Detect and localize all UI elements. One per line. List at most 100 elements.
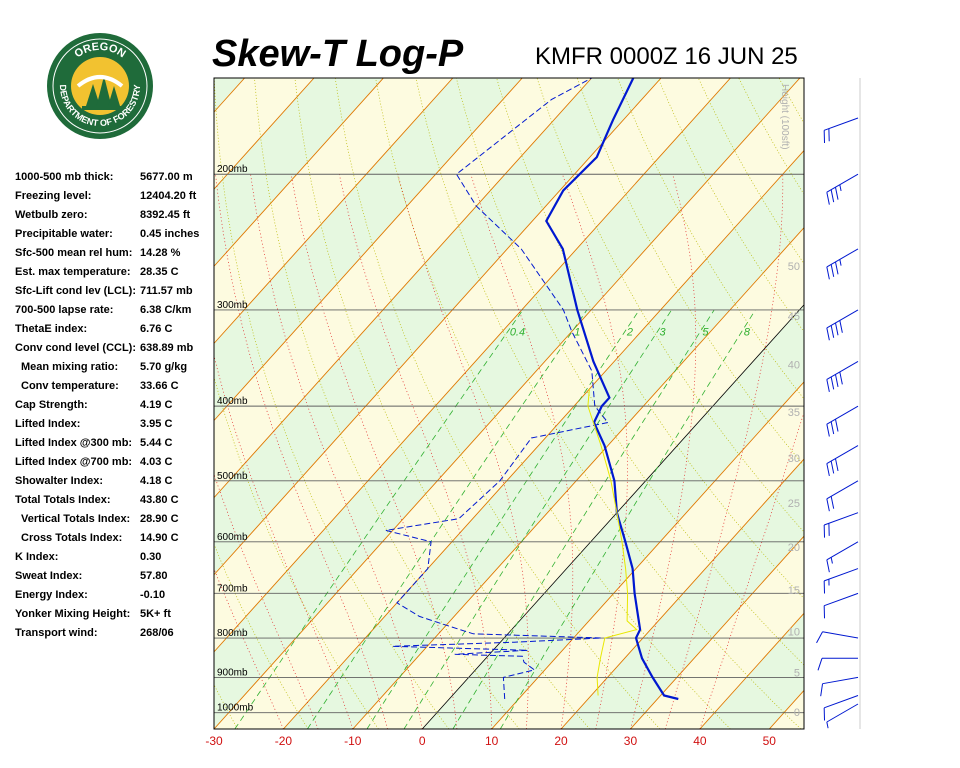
height-tick-label: 40 (788, 360, 800, 372)
wind-barb-half-flag (830, 557, 833, 564)
wind-barb-staff (826, 405, 859, 425)
index-value: 43.80 C (140, 494, 179, 506)
mixing-ratio-line (234, 309, 524, 729)
wind-barb-flag (839, 371, 843, 385)
index-row: Lifted Index: 3.95 C (15, 415, 215, 434)
wind-barb-flag (834, 261, 839, 275)
wind-barb-flag (826, 424, 830, 437)
index-value: -0.10 (140, 589, 166, 601)
height-tick-label: 35 (788, 407, 800, 419)
moist-adiabat-line (338, 174, 492, 729)
temperature-tick-label: 10 (485, 734, 499, 748)
wind-barb-flag (830, 189, 835, 203)
index-value: 5.44 C (140, 437, 173, 449)
index-value: 6.76 C (140, 323, 173, 335)
pressure-level-label: 200mb (217, 164, 248, 175)
index-value: 268/06 (140, 627, 174, 639)
index-label: Lifted Index: (15, 418, 81, 430)
moist-adiabat-line (630, 174, 697, 729)
temperature-band (214, 78, 804, 729)
index-value: 57.80 (140, 570, 168, 582)
index-value: 12404.20 ft (140, 190, 197, 202)
wind-barb-flag (830, 460, 835, 474)
isotherm-line (699, 612, 804, 729)
wind-barb-staff (824, 695, 859, 709)
index-value: 638.89 mb (140, 342, 194, 354)
isotherm-line (214, 78, 384, 267)
wind-barb-staff (826, 541, 859, 561)
isotherm-line (214, 78, 662, 576)
index-row: ThetaE index: 6.76 C (15, 320, 215, 339)
height-axis-label: Height (100sft) (779, 84, 790, 150)
index-row: K Index: 0.30 (15, 548, 215, 567)
isotherm-line (0, 78, 106, 729)
wind-barb-staff (824, 512, 859, 526)
wind-barb-half-flag (826, 721, 829, 729)
pressure-level-label: 900mb (217, 667, 248, 678)
wind-barb-staff (822, 631, 859, 639)
index-label: Lifted Index @300 mb: (15, 437, 133, 449)
index-row: Conv temperature: 33.66 C (15, 377, 215, 396)
wind-barb (826, 361, 859, 392)
wind-barb-staff (822, 676, 859, 685)
index-value: 0.30 (140, 551, 162, 563)
moist-adiabat-line (214, 567, 284, 729)
isotherm-line (0, 78, 36, 729)
index-value: 5K+ ft (140, 608, 171, 620)
isotherm-line (214, 78, 315, 190)
index-label: 700-500 lapse rate: (15, 304, 114, 316)
mixing-ratio-line (499, 309, 756, 729)
index-value: 3.95 C (140, 418, 173, 430)
moist-adiabat-line (250, 174, 423, 729)
index-value: 5677.00 m (140, 171, 193, 183)
logo-inner-rule (52, 38, 148, 134)
height-tick-label: 0 (794, 707, 800, 719)
index-value: 5.70 g/kg (140, 361, 188, 373)
wind-barb-staff (824, 117, 859, 131)
index-value: 4.18 C (140, 475, 173, 487)
index-row: Vertical Totals Index: 28.90 C (15, 510, 215, 529)
index-label: Transport wind: (15, 627, 98, 639)
wind-barb-flag (830, 325, 835, 338)
index-row: Total Totals Index: 43.80 C (15, 491, 215, 510)
mixing-ratio-line (307, 309, 588, 729)
index-label: Cap Strength: (15, 399, 88, 411)
isotherm-line (214, 78, 245, 113)
parcel-profile (587, 388, 638, 696)
wind-barb-flag (830, 376, 835, 390)
index-label: Conv temperature: (21, 380, 119, 392)
stability-indices-panel: 1000-500 mb thick: 5677.00 m Freezing leve… (15, 168, 215, 643)
temperature-tick-label: -10 (344, 734, 362, 748)
wind-barb-flag (826, 463, 830, 477)
isotherm-line (214, 78, 801, 729)
height-tick-label: 10 (788, 627, 800, 639)
index-label: Precipitable water: (15, 228, 113, 240)
isotherm-line (214, 78, 731, 653)
index-label: Showalter Index: (15, 475, 104, 487)
mixing-ratio-line (403, 309, 672, 729)
wind-barb (826, 541, 859, 573)
index-label: Cross Totals Index: (21, 532, 123, 544)
isotherm-line (421, 304, 804, 729)
wind-barb (823, 568, 859, 594)
height-tick-label: 25 (788, 498, 800, 510)
wind-barb-flag (834, 374, 839, 387)
index-value: 33.66 C (140, 380, 179, 392)
temperature-tick-label: -30 (205, 734, 223, 748)
wind-barb-staff (826, 309, 859, 329)
plot-frame (213, 77, 805, 730)
wind-barb (820, 676, 859, 697)
index-label: Sweat Index: (15, 570, 83, 582)
index-row: Showalter Index: 4.18 C (15, 472, 215, 491)
page-title: Skew-T Log-P (212, 33, 464, 75)
wind-barb-flag (820, 683, 824, 697)
wind-barb (823, 117, 859, 143)
wind-barb-flag (830, 496, 835, 509)
index-row: Freezing level: 12404.20 ft (15, 187, 215, 206)
temperature-tick-label: 50 (763, 734, 777, 748)
index-value: 28.35 C (140, 266, 179, 278)
wind-barb-flag (826, 327, 830, 341)
mixing-ratio-label: 1 (574, 326, 580, 338)
isotherm-line (283, 149, 804, 729)
